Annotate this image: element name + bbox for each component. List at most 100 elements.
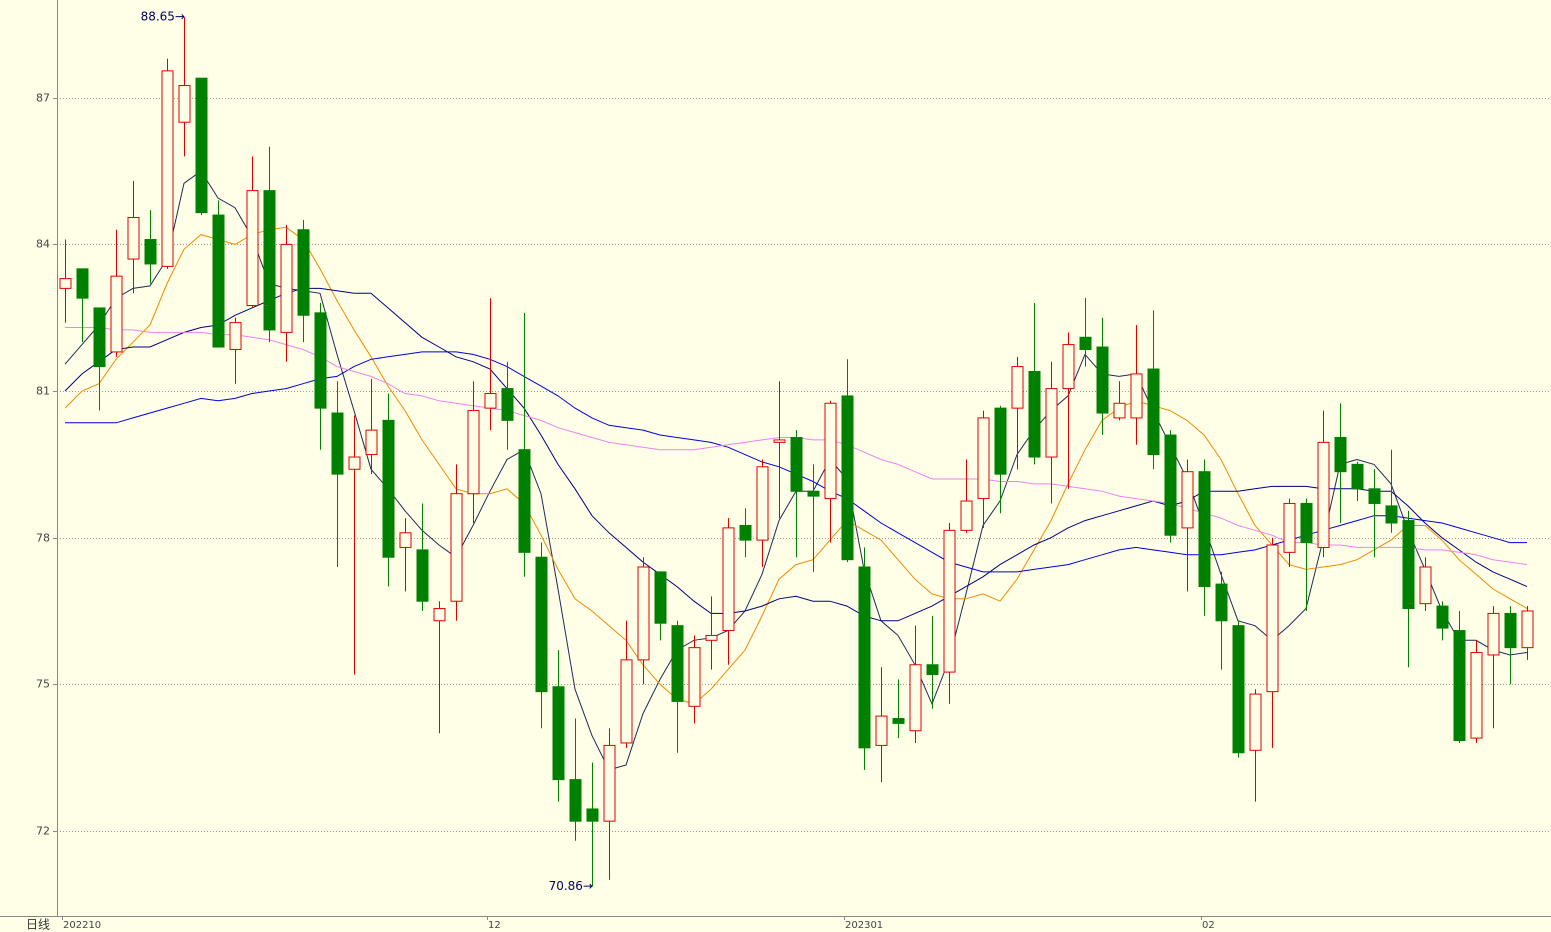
candle-body — [671, 625, 684, 702]
candle-body — [892, 718, 905, 724]
candle-body — [1096, 346, 1109, 414]
y-tick-label: 72 — [36, 825, 50, 838]
candle-body — [535, 556, 548, 693]
candle-body — [127, 217, 140, 260]
candle-body — [263, 190, 276, 331]
candle-body — [552, 686, 565, 781]
candle-body — [1079, 336, 1092, 350]
candle-body — [756, 466, 769, 541]
candle-body — [59, 278, 72, 289]
candle-body — [76, 268, 89, 299]
candle-body — [1419, 566, 1432, 605]
candle-body — [229, 322, 242, 350]
candle-body — [773, 439, 786, 443]
candle-body — [1045, 388, 1058, 458]
candle-body — [1385, 505, 1398, 524]
candle-body — [1113, 402, 1126, 419]
candle-body — [705, 634, 718, 641]
candle-body — [1487, 612, 1500, 656]
candle-body — [1402, 520, 1415, 610]
candle-body — [1368, 488, 1381, 504]
candle-body — [1164, 434, 1177, 536]
candle-body — [280, 243, 293, 333]
candle-body — [399, 532, 412, 548]
candle-body — [433, 608, 446, 622]
candle-body — [858, 566, 871, 749]
candle-body — [518, 449, 531, 553]
candle-body — [416, 549, 429, 602]
candle-body — [1283, 502, 1296, 553]
candle-body — [943, 529, 956, 673]
x-tick-label: 02 — [1202, 920, 1215, 931]
candle-body — [1266, 544, 1279, 693]
y-tick-label: 87 — [36, 92, 50, 105]
candle-body — [195, 77, 208, 214]
candle-body — [110, 275, 123, 353]
candle-body — [382, 419, 395, 558]
y-tick-label: 81 — [36, 385, 50, 398]
candle-body — [926, 664, 939, 676]
candle-body — [688, 647, 701, 707]
candle-body — [977, 417, 990, 500]
candle-body — [1351, 463, 1364, 490]
candle-body — [654, 571, 667, 624]
price-annotation: 70.86→ — [549, 879, 593, 893]
candle-body — [1521, 610, 1534, 649]
candle-body — [1300, 502, 1313, 544]
candle-body — [1453, 630, 1466, 742]
candle-body — [161, 70, 174, 267]
candle-body — [875, 715, 888, 746]
candle-body — [1062, 344, 1075, 390]
candle-body — [960, 500, 973, 531]
candle-body — [314, 312, 327, 409]
candle-body — [620, 659, 633, 744]
candle-body — [348, 456, 361, 470]
candle-body — [994, 407, 1007, 475]
candle-body — [1317, 441, 1330, 548]
candle-body — [909, 664, 922, 732]
candle-body — [365, 429, 378, 456]
candle-body — [586, 808, 599, 822]
candle-body — [1334, 436, 1347, 473]
candle-body — [1028, 370, 1041, 458]
candle-body — [637, 566, 650, 661]
y-tick-label: 84 — [36, 238, 50, 251]
candle-body — [1504, 612, 1517, 649]
candle-body — [1130, 373, 1143, 419]
candle-body — [178, 85, 191, 123]
period-label: 日线 — [26, 918, 50, 932]
candle-body — [1232, 625, 1245, 754]
candle-body — [93, 307, 106, 368]
price-annotation: 88.65→ — [141, 10, 185, 24]
candle-body — [144, 239, 157, 265]
candle-body — [841, 395, 854, 561]
candle-body — [450, 493, 463, 602]
candle-body — [467, 410, 480, 495]
labels: 72 75 78 81 84 87 202210 12 202301 02 88.65→ 70.86→ — [36, 10, 1215, 931]
candle-body — [603, 744, 616, 822]
x-tick-label: 202301 — [845, 920, 883, 931]
candle-body — [212, 214, 225, 348]
candle-body — [569, 779, 582, 822]
x-tick-label: 12 — [488, 920, 501, 931]
candle-body — [1011, 366, 1024, 409]
y-tick-label: 75 — [36, 678, 50, 691]
candles — [59, 17, 1534, 887]
candle-body — [484, 392, 497, 409]
x-tick-label: 202210 — [63, 920, 101, 931]
candle-body — [331, 412, 344, 475]
candle-body — [1470, 652, 1483, 739]
candle-body — [246, 190, 259, 306]
candle-body — [824, 402, 837, 500]
candle-body — [1215, 583, 1228, 622]
candle-body — [790, 436, 803, 492]
candle-body — [297, 229, 310, 316]
candle-body — [501, 388, 514, 421]
candle-body — [1436, 605, 1449, 629]
candle-body — [1147, 368, 1160, 456]
y-tick-label: 78 — [36, 532, 50, 545]
candle-body — [722, 527, 735, 632]
candle-body — [739, 524, 752, 541]
